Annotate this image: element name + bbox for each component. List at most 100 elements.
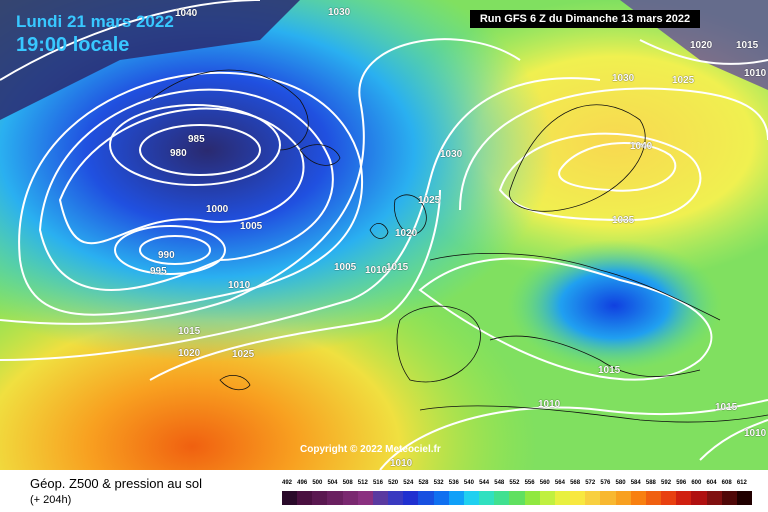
isobar-label: 1025 [672,75,695,86]
legend-value: 584 [630,480,641,486]
isobar-990 [139,235,211,265]
isobar-label: 1005 [240,221,263,232]
isobar-985 [109,104,281,186]
isobar-label: 1035 [612,215,635,226]
map-canvas [0,0,768,470]
legend-swatch [494,491,510,505]
isobar-label: 1030 [612,73,635,84]
isobar-label: 1010 [390,458,413,469]
legend-value: 496 [297,480,308,486]
isobar-label: 1030 [440,149,463,160]
isobar-980 [139,124,261,176]
coastline-iberia [396,305,481,383]
isobar-label: 1005 [334,262,357,273]
isobar-label: 995 [150,266,167,277]
isobar-label: 1010 [744,68,767,79]
isobar-label: 1010 [365,265,388,276]
legend-swatch [570,491,586,505]
legend-value: 572 [585,480,596,486]
forecast-offset: (+ 204h) [30,494,72,506]
coastline-europe-north [429,253,721,321]
isobar-label: 1000 [206,204,229,215]
legend-swatch [342,491,359,505]
isobar-1025-west [149,189,441,381]
color-legend [282,491,753,505]
legend-value: 532 [433,480,444,486]
legend-swatch [600,491,617,505]
isobar-1040 [558,142,677,192]
legend-swatch [372,491,389,505]
isobar-lines [0,0,768,470]
isobar-label: 1040 [175,8,198,19]
legend-value: 524 [403,480,414,486]
legend-value: 600 [691,480,702,486]
coastline-iceland [299,144,341,166]
isobar-label: 985 [188,134,205,145]
isobar-1010 [18,71,363,316]
coastline-north-africa [419,405,768,423]
isobar-label: 1015 [178,326,201,337]
legend-value: 560 [539,480,550,486]
isobar-1035 [498,132,702,222]
legend-swatch [645,491,662,505]
legend-value: 604 [706,480,717,486]
isobar-label: 980 [170,148,187,159]
forecast-time: 19:00 locale [16,34,130,56]
legend-swatch [463,491,480,505]
legend-swatch [357,491,374,505]
legend-swatch [736,491,753,505]
legend-swatch [676,491,692,505]
geopotential-map: Lundi 21 mars 2022 19:00 locale Run GFS … [0,0,768,470]
deep-low-greenland [0,0,300,120]
legend-swatch [282,491,298,505]
legend-swatch [554,491,571,505]
legend-value: 504 [327,480,338,486]
legend-value: 512 [357,480,368,486]
legend-swatch [615,491,632,505]
isobar-995 [114,225,226,275]
isobar-label: 1015 [598,365,621,376]
isobar-label: 1010 [744,428,767,439]
legend-value: 492 [282,480,293,486]
legend-swatch [721,491,738,505]
legend-swatch [539,491,556,505]
coastline-british-isles [393,194,427,236]
isobar-1010-south [379,399,768,470]
legend-value: 520 [388,480,399,486]
isobar-label: 1040 [630,141,653,152]
legend-swatch [388,491,404,505]
isobar-1015 [0,38,521,325]
isobar-label: 990 [158,250,175,261]
isobar-1015-se [699,419,768,461]
legend-value: 548 [494,480,505,486]
isobar-1015-east [418,257,713,381]
legend-value: 536 [448,480,459,486]
isobar-label: 1025 [232,349,255,360]
legend-value: 576 [600,480,611,486]
isobar-1020 [0,77,601,361]
isobar-label: 1010 [538,399,561,410]
isobar-label: 1015 [736,40,759,51]
isobar-label: 1030 [328,7,351,18]
isobar-label: 1025 [418,195,441,206]
legend-value: 580 [615,480,626,486]
isobar-1030 [459,87,768,211]
coastlines [149,69,768,423]
isobar-label: 1010 [228,280,251,291]
legend-value: 516 [372,480,383,486]
legend-value: 528 [418,480,429,486]
isobar-label: 1020 [690,40,713,51]
coastline-azores [219,375,251,391]
legend-swatch [448,491,465,505]
isobar-label: 1015 [715,402,738,413]
coastline-scandinavia [509,104,646,212]
footer-bar: Géop. Z500 & pression au sol (+ 204h) 49… [0,470,768,512]
isobar-label: 1020 [178,348,201,359]
legend-value: 540 [463,480,474,486]
legend-swatch [585,491,601,505]
map-title: Géop. Z500 & pression au sol [30,476,202,491]
legend-swatch [691,491,707,505]
isobar-label: 1015 [386,262,409,273]
isobar-label: 1020 [395,228,418,239]
